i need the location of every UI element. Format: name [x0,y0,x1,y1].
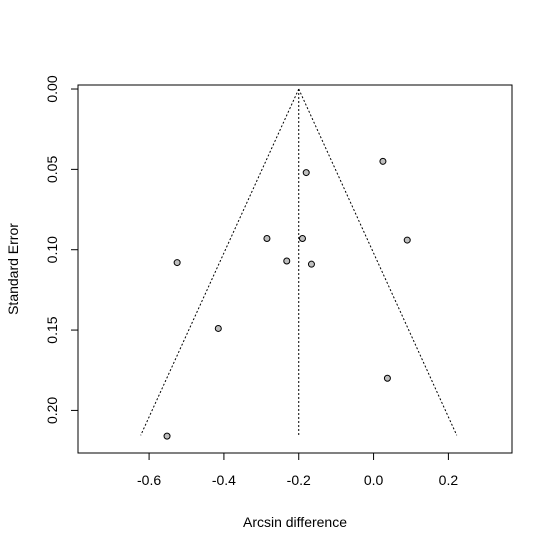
data-point [173,259,181,267]
x-tick-label: 0.2 [439,472,459,488]
x-tick-label: -0.6 [137,472,161,488]
data-point [403,236,411,244]
x-axis: -0.6 -0.4 -0.2 0.0 0.2 [137,452,459,488]
funnel-left-bound [140,88,300,436]
x-axis-title: Arcsin difference [243,514,347,530]
y-tick-label: 0.20 [44,397,60,424]
data-point [163,432,171,440]
data-point [379,157,387,165]
y-axis-title: Standard Error [5,223,21,315]
y-tick-label: 0.05 [44,156,60,183]
data-point [383,374,391,382]
data-point [283,257,291,265]
x-tick-label: 0.0 [364,472,384,488]
y-tick-label: 0.15 [44,316,60,343]
data-point [298,234,306,242]
data-point [263,234,271,242]
funnel-lines [140,88,458,436]
y-tick-label: 0.10 [44,236,60,263]
data-point [307,260,315,268]
data-point [302,169,310,177]
y-axis: 0.00 0.05 0.10 0.15 0.20 [44,75,79,424]
x-tick-label: -0.2 [287,472,311,488]
data-points [163,157,411,440]
funnel-right-bound [298,88,458,436]
data-point [214,324,222,332]
y-tick-label: 0.00 [44,75,60,102]
x-tick-label: -0.4 [212,472,236,488]
